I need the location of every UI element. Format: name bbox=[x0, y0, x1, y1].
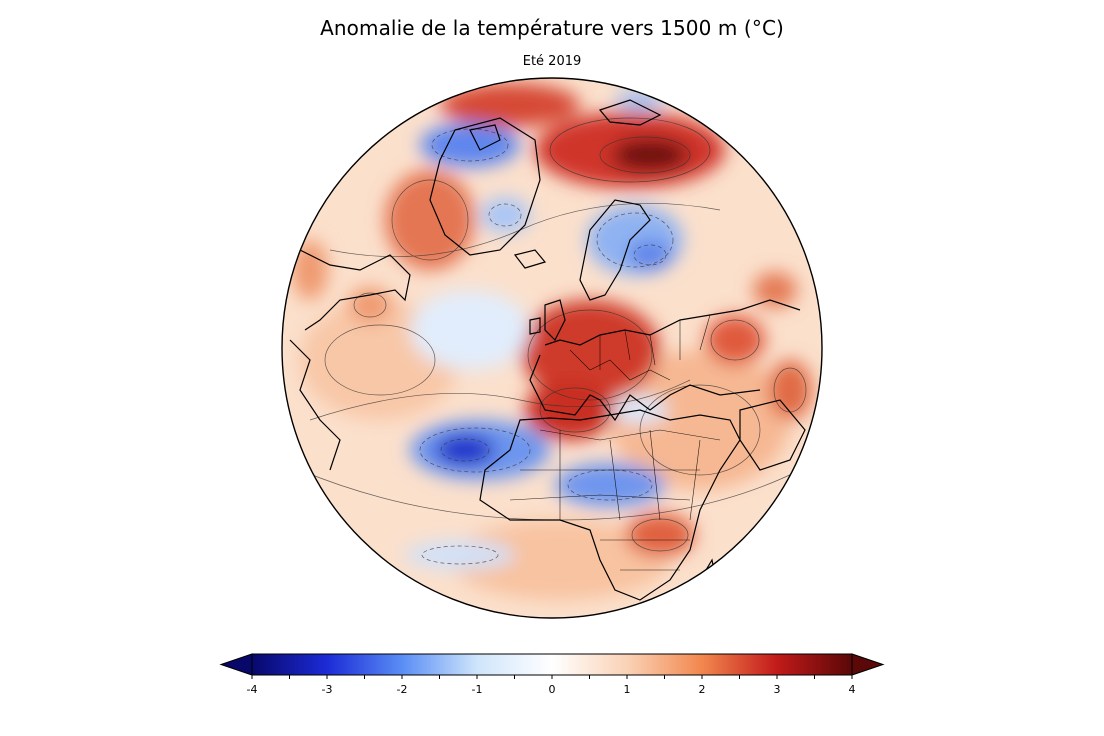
colorbar bbox=[219, 653, 885, 679]
colorbar-gradient bbox=[251, 653, 853, 676]
map-subtitle: Eté 2019 bbox=[522, 54, 582, 69]
colorbar-extend-max bbox=[851, 653, 885, 676]
globe-outline bbox=[281, 77, 823, 619]
colorbar-extend-min bbox=[219, 653, 253, 676]
globe-field bbox=[282, 78, 822, 618]
map-title: Anomalie de la température vers 1500 m (… bbox=[320, 16, 784, 40]
borders bbox=[509, 314, 721, 571]
